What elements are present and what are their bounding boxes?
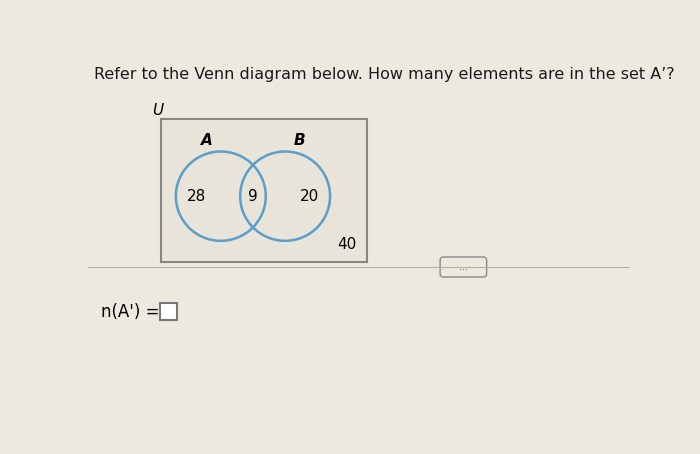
Bar	[160, 303, 176, 320]
Text: Refer to the Venn diagram below. How many elements are in the set A’?: Refer to the Venn diagram below. How man…	[94, 67, 674, 82]
Text: 20: 20	[300, 189, 319, 204]
Text: 28: 28	[186, 189, 206, 204]
FancyBboxPatch shape	[440, 257, 486, 277]
Text: A: A	[201, 133, 213, 148]
Text: U: U	[152, 103, 163, 118]
Text: 40: 40	[337, 237, 357, 252]
Text: B: B	[293, 133, 305, 148]
Text: ...: ...	[459, 262, 468, 272]
Text: n(A') =: n(A') =	[102, 303, 160, 321]
Bar	[161, 119, 367, 262]
Text: 9: 9	[248, 189, 258, 204]
